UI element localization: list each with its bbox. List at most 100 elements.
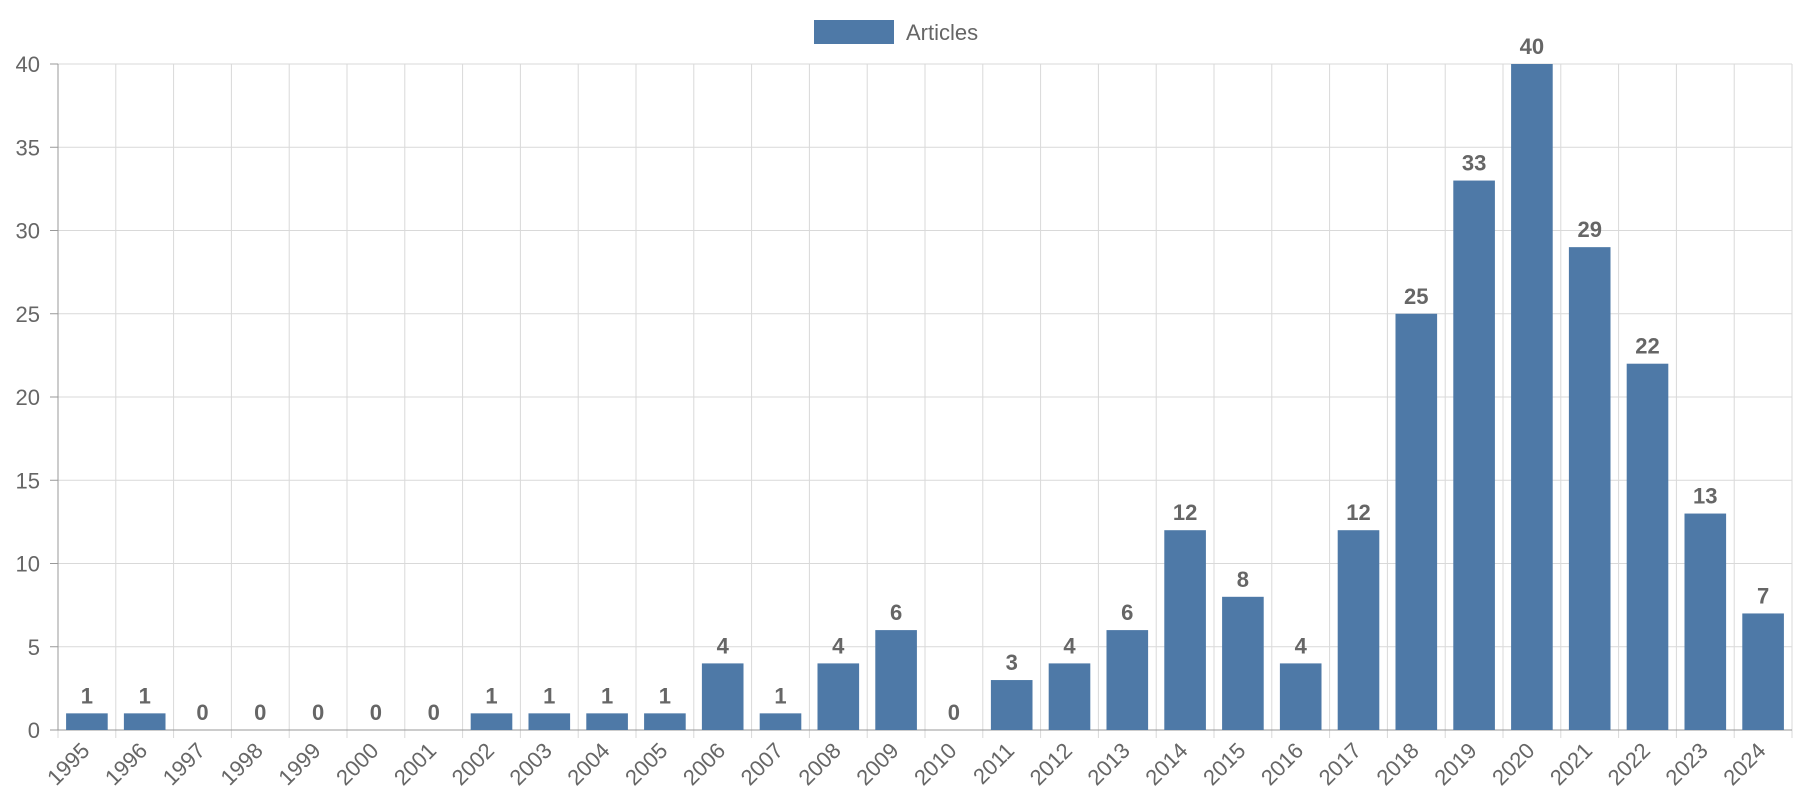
bar-2021[interactable] xyxy=(1568,247,1611,730)
bar-2011[interactable] xyxy=(990,680,1033,730)
bar-2017[interactable] xyxy=(1337,530,1380,730)
y-tick-label: 10 xyxy=(16,552,40,577)
bar-2020[interactable] xyxy=(1511,64,1553,730)
x-tick-label: 2012 xyxy=(1025,738,1077,790)
x-tick-label: 1996 xyxy=(100,738,152,790)
data-label-2000: 0 xyxy=(370,700,382,725)
x-tick-label: 1998 xyxy=(216,738,268,790)
data-label-1998: 0 xyxy=(254,700,266,725)
x-tick-label: 1997 xyxy=(158,738,210,790)
bar-2013[interactable] xyxy=(1106,630,1149,730)
data-label-2002: 1 xyxy=(485,683,497,708)
data-label-2008: 4 xyxy=(832,633,845,658)
x-tick-label: 2013 xyxy=(1083,738,1135,790)
data-label-2019: 33 xyxy=(1462,151,1486,176)
bar-2023[interactable] xyxy=(1684,513,1727,730)
y-tick-label: 5 xyxy=(28,635,40,660)
bar-2024[interactable] xyxy=(1742,613,1784,730)
data-label-2006: 4 xyxy=(717,633,730,658)
x-tick-label: 2022 xyxy=(1603,738,1655,790)
bar-2015[interactable] xyxy=(1222,596,1264,730)
x-tick-label: 2011 xyxy=(968,738,1019,789)
x-tick-label: 2014 xyxy=(1140,738,1192,790)
data-label-2024: 7 xyxy=(1757,583,1769,608)
y-tick-label: 40 xyxy=(16,52,40,77)
data-label-2004: 1 xyxy=(601,683,613,708)
bar-2022[interactable] xyxy=(1626,363,1669,730)
x-tick-label: 2017 xyxy=(1314,738,1366,790)
y-tick-label: 0 xyxy=(28,718,40,743)
data-label-2012: 4 xyxy=(1063,633,1076,658)
x-tick-label: 2000 xyxy=(331,738,383,790)
data-label-2011: 3 xyxy=(1006,650,1018,675)
x-tick-label: 2009 xyxy=(851,738,903,790)
data-label-2018: 25 xyxy=(1404,284,1428,309)
data-label-2009: 6 xyxy=(890,600,902,625)
bar-2007[interactable] xyxy=(759,713,802,730)
x-tick-label: 2007 xyxy=(736,738,788,790)
bar-2004[interactable] xyxy=(586,713,628,730)
bar-2019[interactable] xyxy=(1453,180,1495,731)
x-tick-label: 2016 xyxy=(1256,738,1308,790)
legend-label-articles[interactable]: Articles xyxy=(906,20,978,45)
data-label-1996: 1 xyxy=(139,683,151,708)
data-label-2023: 13 xyxy=(1693,484,1717,509)
data-label-2010: 0 xyxy=(948,700,960,725)
data-label-2003: 1 xyxy=(543,683,555,708)
data-label-1997: 0 xyxy=(196,700,208,725)
bar-1995[interactable] xyxy=(66,713,108,730)
bar-2014[interactable] xyxy=(1164,530,1206,730)
x-tick-label: 2003 xyxy=(505,738,557,790)
y-tick-label: 20 xyxy=(16,385,40,410)
x-tick-label: 2024 xyxy=(1718,738,1770,790)
bar-2012[interactable] xyxy=(1048,663,1091,730)
x-tick-label: 2010 xyxy=(909,738,961,790)
x-tick-label: 1999 xyxy=(273,738,325,790)
bar-2009[interactable] xyxy=(875,630,917,730)
x-tick-label: 2008 xyxy=(794,738,846,790)
data-label-2022: 22 xyxy=(1635,334,1659,359)
data-label-2007: 1 xyxy=(774,683,786,708)
data-label-2001: 0 xyxy=(428,700,440,725)
grid xyxy=(57,63,1793,738)
x-tick-label: 1995 xyxy=(42,738,94,790)
legend[interactable]: Articles xyxy=(814,20,978,45)
bar-2016[interactable] xyxy=(1279,663,1322,730)
x-tick-label: 2020 xyxy=(1487,738,1539,790)
x-tick-label: 2006 xyxy=(678,738,730,790)
data-label-2013: 6 xyxy=(1121,600,1133,625)
bar-2006[interactable] xyxy=(701,663,744,730)
legend-swatch-articles[interactable] xyxy=(814,20,894,44)
data-label-1999: 0 xyxy=(312,700,324,725)
y-tick-label: 30 xyxy=(16,219,40,244)
data-label-2014: 12 xyxy=(1173,500,1197,525)
x-tick-label: 2019 xyxy=(1429,738,1481,790)
bar-2008[interactable] xyxy=(817,663,860,730)
data-label-2016: 4 xyxy=(1295,633,1308,658)
bar-1996[interactable] xyxy=(123,713,166,730)
x-tick-label: 2004 xyxy=(562,738,614,790)
x-tick-label: 2001 xyxy=(389,738,441,790)
y-tick-label: 15 xyxy=(16,468,40,493)
bars xyxy=(66,64,1784,731)
x-tick-label: 2021 xyxy=(1545,738,1597,790)
bar-2003[interactable] xyxy=(528,713,571,730)
data-label-1995: 1 xyxy=(81,683,93,708)
y-tick-label: 35 xyxy=(16,135,40,160)
x-tick-label: 2018 xyxy=(1372,738,1424,790)
bar-2002[interactable] xyxy=(470,713,513,730)
x-tick-label: 2015 xyxy=(1198,738,1250,790)
data-label-2017: 12 xyxy=(1346,500,1370,525)
data-label-2005: 1 xyxy=(659,683,671,708)
data-label-2015: 8 xyxy=(1237,567,1249,592)
x-tick-label: 2005 xyxy=(620,738,672,790)
x-tick-label: 2023 xyxy=(1661,738,1713,790)
y-tick-label: 25 xyxy=(16,302,40,327)
data-label-2021: 29 xyxy=(1577,217,1601,242)
data-labels: 1 1 0 0 0 0 0 1 1 1 1 4 1 4 6 0 3 4 6 12 8 4 12 25 33 40 29 22 13 7 xyxy=(81,34,1769,725)
x-tick-label: 2002 xyxy=(447,738,499,790)
bar-2018[interactable] xyxy=(1395,313,1438,730)
bar-2005[interactable] xyxy=(644,713,686,730)
